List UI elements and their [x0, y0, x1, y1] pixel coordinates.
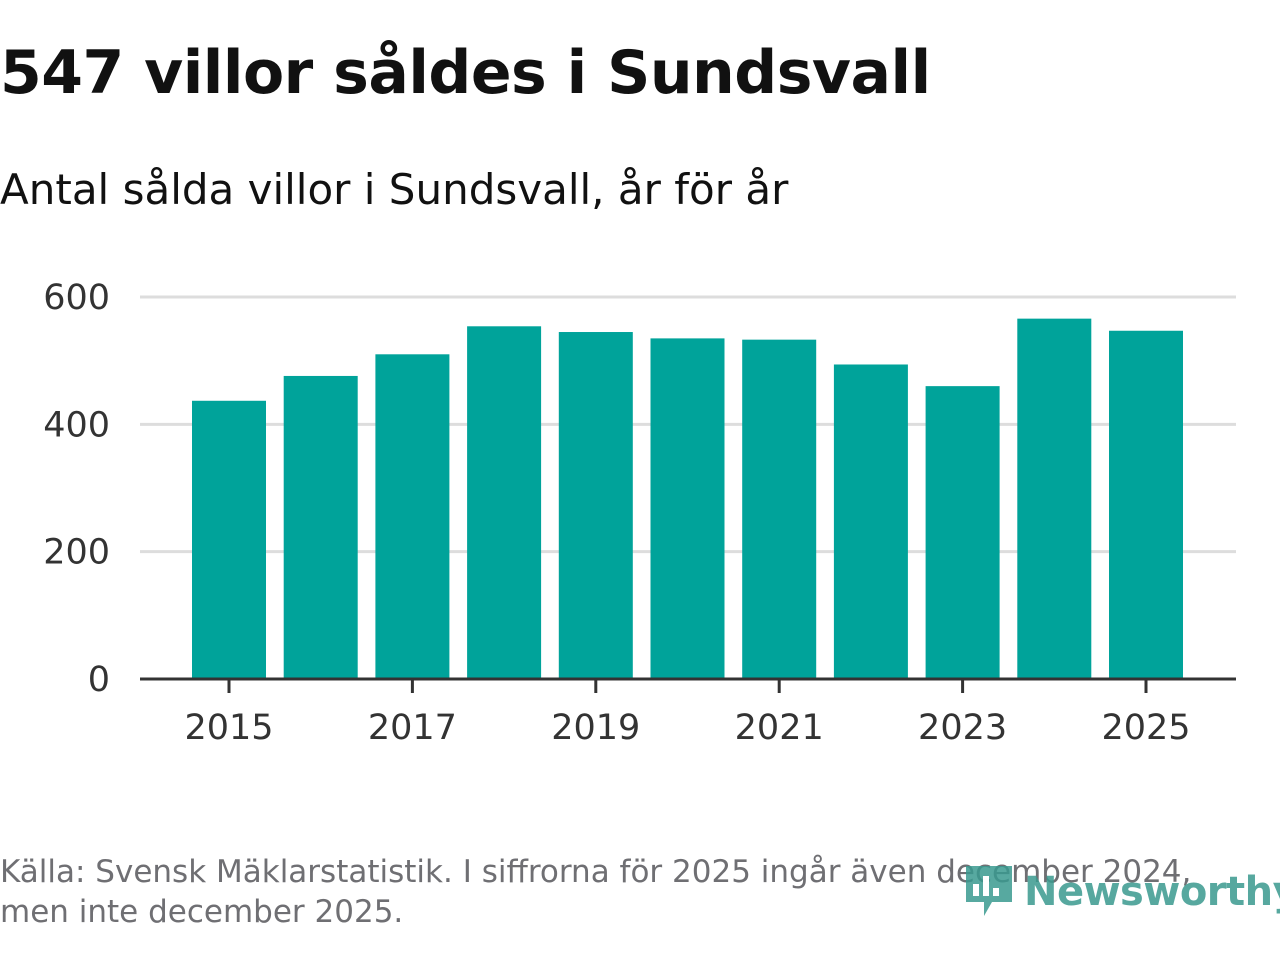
- bar-2015: [192, 400, 266, 679]
- bar-2019: [558, 332, 633, 679]
- newsworthy-chart-icon: [966, 866, 1012, 916]
- x-tick-label: 2021: [735, 708, 824, 748]
- chart-title: 547 villor såldes i Sundsvall: [0, 38, 931, 108]
- bar-2017: [375, 354, 450, 679]
- newsworthy-logo: Newsworthy: [962, 860, 1280, 924]
- y-tick-label: 0: [88, 660, 110, 700]
- bar-chart: 0 200 400 600 2015 2017 2019 2021 2023 2025: [43, 278, 1236, 748]
- x-tick-label: 2017: [368, 708, 457, 748]
- bar-2021: [742, 339, 817, 679]
- x-tick-label: 2025: [1101, 708, 1190, 748]
- bar-2016: [283, 375, 358, 679]
- y-tick-label: 200: [43, 533, 110, 573]
- bars: [192, 318, 1183, 679]
- bar-2020: [650, 338, 725, 679]
- y-tick-label: 400: [43, 405, 110, 445]
- x-tick-label: 2023: [918, 708, 1007, 748]
- y-tick-label: 600: [43, 278, 110, 318]
- bar-2023: [925, 386, 1000, 679]
- x-tick-label: 2019: [551, 708, 640, 748]
- bar-2025: [1109, 330, 1183, 679]
- bar-2022: [833, 364, 908, 679]
- source-line-2: men inte december 2025.: [0, 894, 404, 930]
- chart-subtitle: Antal sålda villor i Sundsvall, år för å…: [0, 165, 789, 214]
- bar-2018: [467, 326, 542, 679]
- newsworthy-logo-text: Newsworthy: [1024, 869, 1280, 915]
- axes: 0 200 400 600 2015 2017 2019 2021 2023 2025: [43, 278, 1236, 748]
- x-tick-label: 2015: [184, 708, 273, 748]
- bar-2024: [1017, 318, 1092, 679]
